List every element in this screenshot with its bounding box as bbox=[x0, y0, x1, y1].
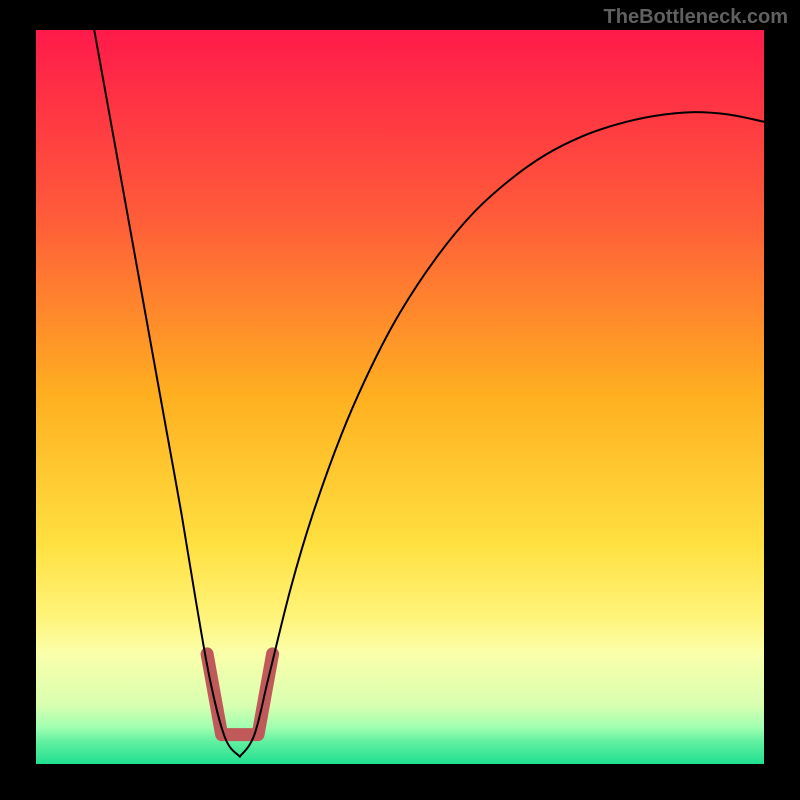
watermark-text: TheBottleneck.com bbox=[604, 6, 788, 29]
curve-right bbox=[240, 112, 764, 757]
curve-left bbox=[94, 30, 240, 757]
chart-svg bbox=[36, 30, 764, 764]
accent-v-mark bbox=[207, 654, 273, 735]
plot-area bbox=[36, 30, 764, 764]
